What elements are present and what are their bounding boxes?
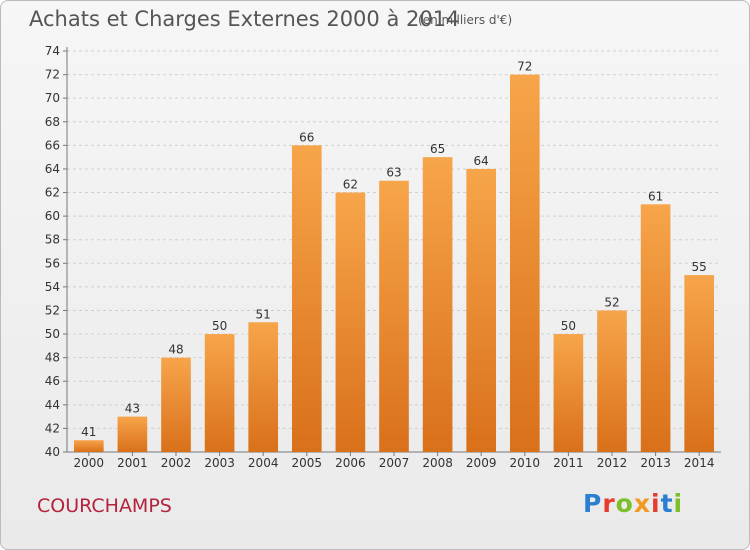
bar — [379, 180, 409, 452]
data-labels: 41 43 48 50 51 66 62 63 65 64 72 50 52 61 55 — [81, 60, 707, 440]
y-tick-label: 50 — [45, 327, 60, 341]
y-tick-label: 64 — [45, 162, 60, 176]
proxiti-logo[interactable]: Proxiti — [583, 489, 683, 518]
logo-letter: i — [651, 489, 661, 518]
y-tick-label: 60 — [45, 209, 60, 223]
y-tick-label: 62 — [45, 186, 60, 200]
y-tick-labels: 40 42 44 46 48 50 52 54 56 58 60 62 64 66 68 70 72 74 — [45, 44, 60, 459]
chart-subtitle: (en milliers d'€) — [418, 13, 513, 27]
data-label: 63 — [386, 166, 401, 180]
y-tick-label: 74 — [45, 44, 60, 58]
y-tick-label: 68 — [45, 115, 60, 129]
y-tick-label: 72 — [45, 68, 60, 82]
x-tick-labels: 2000 2001 2002 2003 2004 2005 2006 2007 2008 2009… — [74, 452, 715, 470]
y-tick-label: 42 — [45, 421, 60, 435]
data-label: 50 — [561, 319, 576, 333]
logo-letter: i — [673, 489, 684, 518]
data-label: 43 — [125, 402, 140, 416]
data-label: 52 — [604, 295, 619, 309]
chart-title: Achats et Charges Externes 2000 à 2014 — [29, 7, 460, 31]
y-tick-label: 48 — [45, 351, 60, 365]
y-tick-label: 70 — [45, 91, 60, 105]
town-name: COURCHAMPS — [37, 495, 172, 517]
data-label: 64 — [474, 154, 489, 168]
x-tick-label: 2006 — [335, 456, 366, 470]
data-label: 62 — [343, 178, 358, 192]
y-tick-label: 58 — [45, 233, 60, 247]
bar — [291, 145, 322, 452]
logo-letter: o — [615, 489, 634, 518]
x-tick-label: 2000 — [74, 456, 105, 470]
data-label: 65 — [430, 142, 445, 156]
logo-letter: x — [633, 489, 651, 518]
data-label: 51 — [256, 307, 271, 321]
x-tick-label: 2013 — [640, 456, 671, 470]
y-tick-label: 44 — [45, 398, 60, 412]
bars — [73, 74, 715, 453]
y-tick-label: 54 — [45, 280, 60, 294]
x-tick-label: 2009 — [466, 456, 497, 470]
y-tick-label: 56 — [45, 256, 60, 270]
data-label: 48 — [168, 343, 183, 357]
bar — [597, 310, 627, 452]
bar — [161, 357, 191, 452]
bar — [422, 157, 453, 452]
bar — [684, 275, 715, 452]
data-label: 61 — [648, 189, 663, 203]
data-label: 72 — [517, 60, 532, 74]
bar — [335, 192, 366, 452]
y-tick-label: 46 — [45, 374, 60, 388]
bar — [466, 168, 497, 453]
x-tick-label: 2011 — [553, 456, 584, 470]
y-tick-label: 52 — [45, 303, 60, 317]
logo-letter: t — [660, 489, 674, 518]
bar — [248, 322, 279, 452]
x-tick-label: 2003 — [204, 456, 235, 470]
data-label: 66 — [299, 130, 314, 144]
x-tick-label: 2010 — [510, 456, 541, 470]
logo-letter: r — [602, 489, 616, 518]
bar — [553, 334, 584, 452]
x-tick-label: 2007 — [379, 456, 410, 470]
x-tick-label: 2001 — [117, 456, 148, 470]
y-tick-label: 66 — [45, 138, 60, 152]
x-tick-label: 2014 — [684, 456, 715, 470]
bar — [640, 204, 671, 452]
logo-letter: P — [583, 489, 603, 518]
bar — [204, 334, 235, 452]
bar — [117, 416, 148, 452]
bar — [509, 74, 540, 453]
data-label: 41 — [81, 425, 96, 439]
y-tick-label: 40 — [45, 445, 60, 459]
data-label: 55 — [692, 260, 707, 274]
x-tick-label: 2005 — [292, 456, 323, 470]
bar — [73, 440, 104, 452]
x-tick-label: 2004 — [248, 456, 279, 470]
x-tick-label: 2012 — [597, 456, 628, 470]
data-label: 50 — [212, 319, 227, 333]
x-tick-label: 2008 — [422, 456, 453, 470]
x-tick-label: 2002 — [161, 456, 192, 470]
